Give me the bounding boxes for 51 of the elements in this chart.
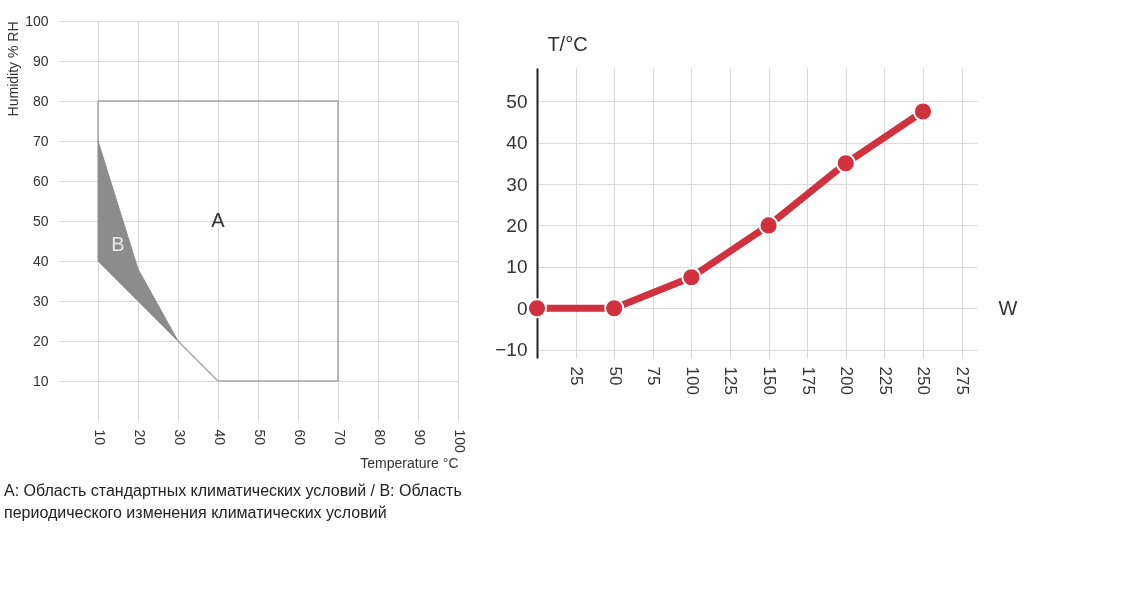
text: A: Область стандартных климатических условий / B: Область периодического изменения климатических условий (4, 481, 463, 523)
y-tick-label: 70 (32, 132, 49, 149)
x-tick-label: 20 (131, 429, 148, 446)
y-tick-label: 90 (32, 52, 49, 69)
y-axis-title: Humidity % RH (5, 21, 22, 117)
x-tick-label: 225 (875, 366, 895, 395)
x-tick-label: 75 (644, 366, 664, 386)
annotation: A (211, 209, 226, 231)
x-tick-label: 70 (331, 429, 348, 446)
annotation: B (111, 233, 125, 255)
x-axis-title: Temperature °C (360, 454, 459, 471)
point (758, 215, 779, 236)
y-tick-label: −10 (495, 339, 528, 361)
point (912, 101, 934, 122)
x-tick-label: 30 (171, 429, 188, 446)
x-tick-label: 50 (605, 366, 625, 386)
x-tick-label: 10 (91, 429, 108, 446)
point (604, 298, 625, 319)
x-tick-label: 100 (682, 366, 702, 395)
y-tick-label: 40 (506, 132, 528, 154)
x-tick-label: 150 (760, 366, 780, 395)
line-series (97, 100, 339, 382)
x-axis-title: W (998, 296, 1018, 319)
point (526, 298, 548, 319)
y-tick-label: 10 (506, 256, 528, 278)
y-tick-label: 50 (506, 90, 528, 112)
x-tick-label: 125 (721, 366, 741, 395)
x-tick-label: 275 (953, 366, 973, 395)
x-tick-label: 80 (371, 429, 388, 446)
y-tick-label: 50 (32, 212, 49, 229)
point (681, 267, 702, 288)
y-tick-label: 100 (25, 12, 49, 29)
x-tick-label: 100 (451, 429, 468, 454)
y-tick-label: 30 (32, 292, 49, 309)
y-tick-label: 80 (32, 92, 49, 109)
y-tick-label: 30 (506, 173, 528, 195)
x-tick-label: 60 (291, 429, 308, 446)
y-tick-label: 60 (32, 172, 49, 189)
x-tick-label: 25 (567, 366, 587, 386)
y-tick-label: 20 (506, 214, 528, 236)
point (835, 153, 856, 174)
y-axis-title: T/°C (547, 32, 588, 55)
y-tick-label: 40 (32, 252, 49, 269)
x-tick-label: 250 (914, 366, 934, 395)
y-tick-label: 20 (32, 332, 49, 349)
x-tick-label: 90 (411, 429, 428, 446)
x-tick-label: 40 (211, 429, 228, 446)
y-tick-label: 0 (516, 297, 528, 319)
x-tick-label: 175 (798, 366, 818, 395)
x-tick-label: 200 (837, 366, 857, 395)
x-tick-label: 50 (251, 429, 268, 446)
